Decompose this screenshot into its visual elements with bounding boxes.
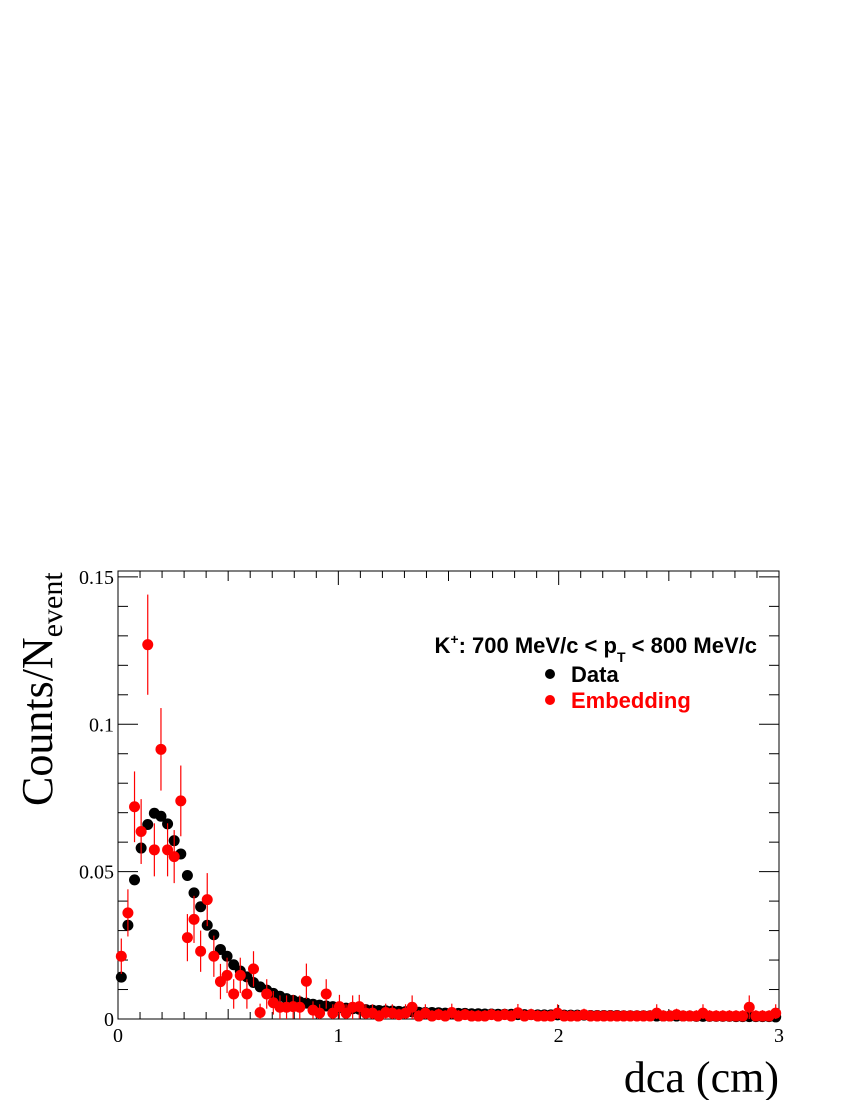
embedding-point [228, 988, 240, 1000]
embedding-point [261, 988, 273, 1000]
embedding-point [300, 975, 312, 987]
y-tick-label: 0.05 [79, 862, 114, 884]
data-point [188, 887, 200, 899]
embedding-point [155, 743, 167, 755]
embedding-point [406, 1001, 418, 1013]
legend-title-part-b: < 800 MeV/c [626, 633, 757, 658]
embedding-point [188, 913, 200, 925]
embedding-point [221, 969, 233, 981]
embedding-point [743, 1001, 755, 1013]
x-axis-title: dca (cm) [624, 1053, 779, 1100]
legend-label-embedding: Embedding [571, 688, 691, 713]
embedding-point [122, 907, 134, 919]
legend-marker-data [545, 669, 555, 679]
data-point [195, 901, 207, 913]
y-tick-label: 0 [104, 1009, 114, 1031]
x-tick-label: 2 [554, 1025, 564, 1047]
data-point [155, 810, 167, 822]
embedding-point [294, 1001, 306, 1013]
embedding-point [181, 932, 193, 944]
embedding-point [142, 639, 154, 651]
legend-label-data: Data [571, 662, 619, 687]
embedding-point [770, 1007, 782, 1019]
data-point [129, 874, 141, 886]
embedding-point [162, 844, 174, 856]
y-axis-title-main: Counts/N [13, 637, 62, 806]
embedding-point [129, 801, 141, 813]
embedding-point [208, 950, 220, 962]
x-tick-label: 3 [774, 1025, 784, 1047]
y-tick-label: 0.1 [89, 714, 114, 736]
data-point [221, 950, 233, 962]
legend-title-charge: + [450, 631, 458, 647]
embedding-point [201, 894, 213, 906]
embedding-point [320, 988, 332, 1000]
embedding-point [234, 969, 246, 981]
embedding-point [737, 1010, 749, 1022]
y-axis-title: Counts/Nevent [13, 572, 69, 806]
y-axis-title-sub: event [36, 572, 69, 638]
y-axis-ticks: 0 0.05 0.1 0.15 [79, 567, 779, 1031]
embedding-point [195, 945, 207, 957]
legend-title: K+: 700 MeV/c < pT < 800 MeV/c [435, 631, 757, 665]
legend-title-part-a: : 700 MeV/c < p [459, 633, 617, 658]
data-point [142, 818, 154, 830]
legend-title-particle: K [435, 633, 451, 658]
legend-marker-embedding [545, 695, 555, 705]
x-tick-label: 1 [333, 1025, 343, 1047]
embedding-point [175, 795, 187, 807]
embedding-point [254, 1007, 266, 1019]
legend: K+: 700 MeV/c < pT < 800 MeV/c Data Embe… [435, 631, 757, 713]
data-point [214, 943, 226, 955]
embedding-point [248, 963, 260, 975]
embedding-point [148, 844, 160, 856]
embedding-point [168, 851, 180, 863]
embedding-point [115, 950, 127, 962]
embedding-point [241, 988, 253, 1000]
legend-title-subscript: T [617, 649, 626, 665]
data-point [181, 869, 193, 881]
embedding-point [135, 826, 147, 838]
y-tick-label: 0.15 [79, 567, 114, 589]
data-point [115, 971, 127, 983]
data-markers [115, 594, 782, 1023]
data-point [208, 929, 220, 941]
embedding-point [314, 1007, 326, 1019]
x-tick-label: 0 [113, 1025, 123, 1047]
